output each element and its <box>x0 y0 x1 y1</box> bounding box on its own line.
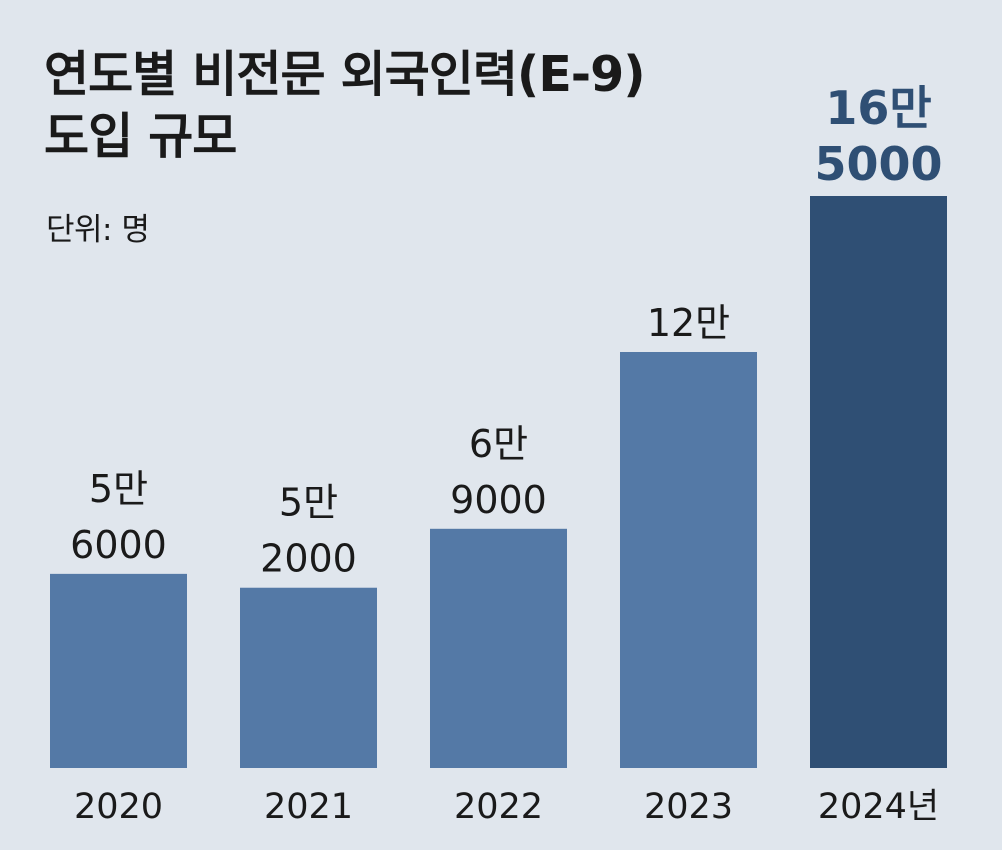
value-label-2021-1: 2000 <box>260 537 357 581</box>
unit-label: 단위: 명 <box>46 212 150 248</box>
value-label-2020-0: 5만 <box>89 467 148 511</box>
category-label-2024년: 2024년 <box>818 787 939 827</box>
category-label-2020: 2020 <box>74 787 163 827</box>
bar-2021 <box>240 587 377 768</box>
value-label-2022-0: 6만 <box>469 422 528 466</box>
value-label-2024년-0: 16만 <box>825 81 931 135</box>
value-label-2024년-1: 5000 <box>814 137 942 191</box>
bar-2023 <box>620 352 757 768</box>
value-label-2023-0: 12만 <box>647 301 730 345</box>
bar-2022 <box>430 528 567 768</box>
chart-title-line-2: 도입 규모 <box>44 108 237 165</box>
chart-title-line-1: 연도별 비전문 외국인력(E-9) <box>44 46 646 103</box>
value-label-2022-1: 9000 <box>450 478 547 522</box>
chart-title: 연도별 비전문 외국인력(E-9) 도입 규모 <box>44 44 764 168</box>
category-label-2021: 2021 <box>264 787 353 827</box>
value-label-2021-0: 5만 <box>279 481 338 525</box>
bar-2024년 <box>810 196 947 768</box>
value-label-2020-1: 6000 <box>70 523 167 567</box>
category-label-2023: 2023 <box>644 787 733 827</box>
category-label-2022: 2022 <box>454 787 543 827</box>
bar-2020 <box>50 573 187 768</box>
